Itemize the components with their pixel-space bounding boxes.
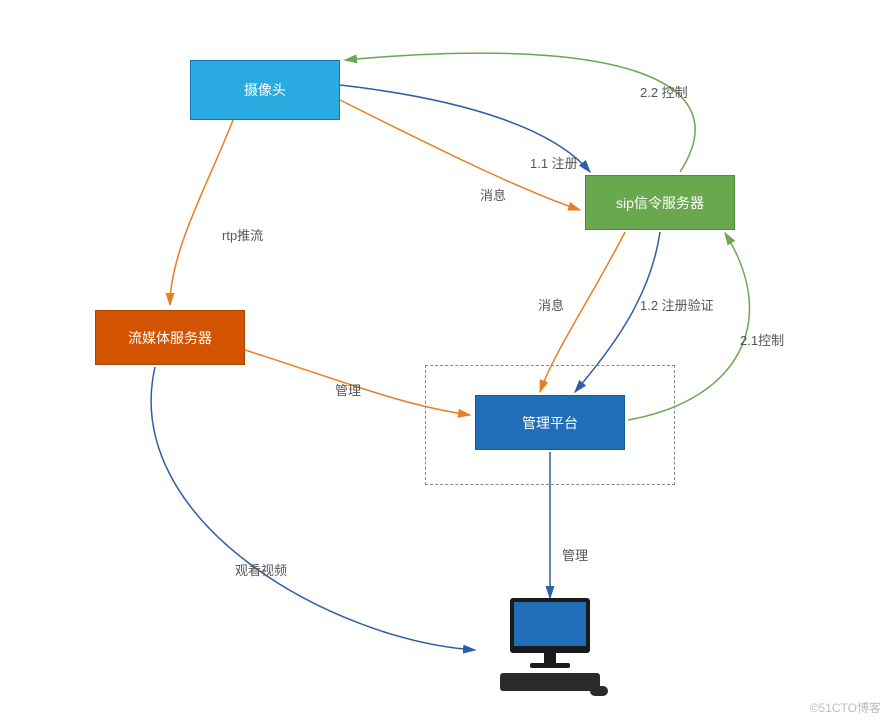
node-camera: 摄像头 (190, 60, 340, 120)
label-rtp: rtp推流 (222, 225, 263, 244)
node-mgmt-platform: 管理平台 (475, 395, 625, 450)
label-msg1: 消息 (480, 185, 506, 204)
edge-sip-camera-control (345, 53, 695, 172)
node-sip-label: sip信令服务器 (616, 193, 704, 213)
label-msg2: 消息 (538, 295, 564, 314)
node-camera-label: 摄像头 (244, 80, 286, 100)
label-manage2: 管理 (562, 545, 588, 564)
node-mgmt-label: 管理平台 (522, 413, 578, 433)
node-media-label: 流媒体服务器 (128, 328, 212, 348)
watermark: ©51CTO博客 (810, 699, 881, 716)
node-sip-server: sip信令服务器 (585, 175, 735, 230)
label-reg11: 1.1 注册 (530, 153, 578, 172)
label-ctrl21: 2.1控制 (740, 330, 784, 349)
label-ctrl22: 2.2 控制 (640, 82, 688, 101)
label-reg12: 1.2 注册验证 (640, 295, 714, 314)
client-pc-icon (480, 598, 620, 698)
label-watch: 观看视频 (235, 560, 287, 579)
label-manage1: 管理 (335, 380, 361, 399)
edge-rtp (170, 120, 233, 305)
node-media-server: 流媒体服务器 (95, 310, 245, 365)
